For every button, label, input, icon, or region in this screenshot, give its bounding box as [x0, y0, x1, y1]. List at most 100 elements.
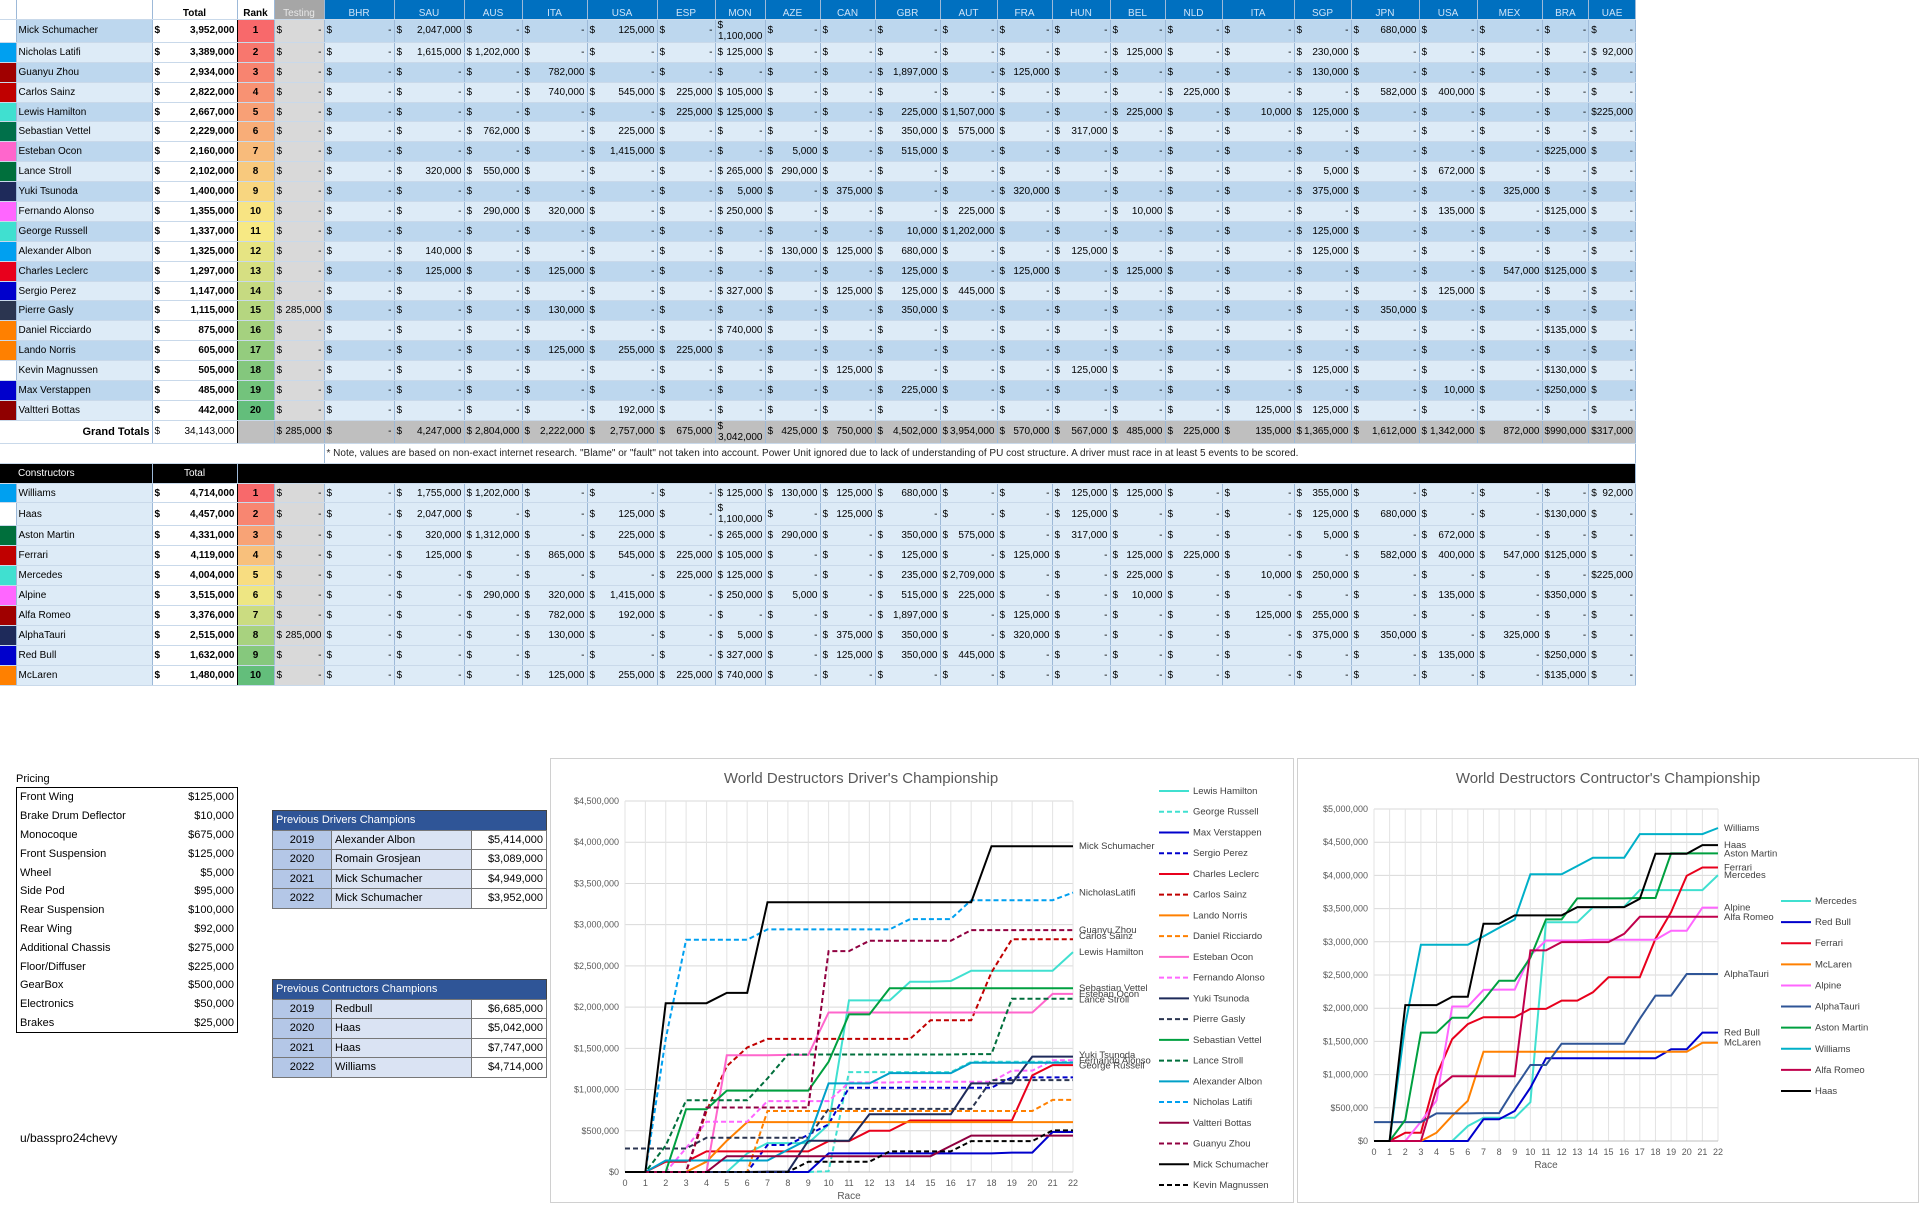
race-value: $317,000 [1052, 121, 1111, 143]
race-value: $ - [1052, 625, 1111, 646]
table-row: George Russell $1,337,000 11 $ - $ - $ - $ - $ - $ - $ -… [0, 221, 1636, 242]
race-value: $ - [1588, 181, 1636, 203]
race-value: $ - [1477, 565, 1543, 587]
race-value: $ - [522, 565, 588, 587]
race-value: $125,000 [1052, 360, 1111, 382]
chart-title: World Destructors Driver's Championship [724, 770, 998, 787]
header-race: NLD [1164, 0, 1223, 20]
race-value: $ - [464, 221, 523, 242]
race-value: $225,000 [940, 201, 998, 222]
race-value: $ - [875, 201, 941, 222]
table-row: Alfa Romeo $3,376,000 7 $ - $ - $ - $ - $782,000 $19… [0, 605, 1636, 626]
race-value: $ - [1052, 320, 1111, 342]
pricing-row: Monocoque $675,000 [17, 826, 238, 845]
legend-item: Pierre Gasly [1193, 1014, 1246, 1025]
race-value: $ - [1542, 62, 1590, 83]
race-value: $ - [820, 585, 876, 607]
race-value: $ - [1477, 19, 1543, 43]
x-tick-label: 3 [684, 1178, 689, 1188]
race-value: $125,000 [1542, 261, 1590, 282]
race-value: $ - [464, 665, 523, 686]
race-value: $ - [1351, 360, 1420, 382]
race-value: $ - [1419, 221, 1478, 242]
race-value: $ - [464, 62, 523, 83]
race-value: $ - [1351, 605, 1420, 626]
row-name: Fernando Alonso [16, 201, 153, 222]
race-value: $ - [765, 645, 821, 666]
race-value: $125,000 [997, 62, 1053, 83]
race-value: $ - [1351, 201, 1420, 222]
race-value: $ - [1542, 565, 1590, 587]
race-value: $327,000 [715, 281, 766, 302]
race-value: $325,000 [1477, 625, 1543, 646]
champion-row: 2019 Alexander Albon $5,414,000 [272, 829, 547, 850]
race-value: $125,000 [820, 281, 876, 302]
table-row: Alpine $3,515,000 6 $ - $ - $ - $290,000 $320,000 $… [0, 585, 1636, 607]
series-end-label: Alfa Romeo [1724, 912, 1774, 923]
race-value: $ - [1419, 340, 1478, 362]
x-tick-label: 22 [1068, 1178, 1078, 1188]
race-value: $10,000 [1110, 585, 1166, 607]
race-value: $ - [324, 42, 395, 63]
table-row: Williams $4,714,000 1 $ - $ - $1,755,000 $1,202,… [0, 483, 1636, 504]
race-value: $ - [587, 181, 658, 203]
race-value: $ - [464, 605, 523, 626]
row-name: Mick Schumacher [16, 19, 153, 43]
race-value: $265,000 [715, 525, 766, 547]
race-value: $ - [940, 161, 998, 183]
row-rank: 17 [237, 340, 275, 362]
part-name: Front Suspension [20, 847, 107, 860]
row-name: Kevin Magnussen [16, 360, 153, 382]
team-color-swatch [0, 161, 17, 183]
race-value: $ - [394, 605, 465, 626]
row-rank: 10 [237, 201, 275, 222]
part-name: Floor/Diffuser [20, 960, 86, 973]
series-end-label: Ferrari [1724, 862, 1752, 873]
race-value: $ - [940, 360, 998, 382]
y-tick-label: $2,500,000 [1323, 970, 1368, 980]
table-row: Daniel Ricciardo $875,000 16 $ - $ - $ - $ - $ - $ - $ -… [0, 320, 1636, 342]
champion-name: Haas [331, 1018, 472, 1039]
race-value: $550,000 [464, 161, 523, 183]
race-value: $135,000 [1419, 645, 1478, 666]
team-color-swatch [0, 400, 17, 421]
part-price: $92,000 [194, 922, 234, 935]
race-value: $ - [1052, 102, 1111, 123]
race-value: $ - [1165, 320, 1223, 342]
row-testing: $ - [274, 320, 325, 342]
race-value: $ - [1419, 181, 1478, 203]
race-value: $ - [464, 261, 523, 282]
header-race: AUS [463, 0, 523, 20]
race-value: $ - [394, 585, 465, 607]
race-value: $ - [1477, 340, 1543, 362]
legend-item: Mercedes [1815, 896, 1857, 907]
race-value: $ - [587, 360, 658, 382]
race-value: $350,000 [1351, 300, 1420, 322]
race-value: $ - [997, 645, 1053, 666]
header-race: AUT [939, 0, 998, 20]
row-testing: $ - [274, 241, 325, 262]
race-value: $ - [1477, 221, 1543, 242]
header-total: Total [152, 0, 238, 20]
part-name: Monocoque [20, 828, 78, 841]
grand-race-total: $570,000 [997, 420, 1053, 444]
row-rank: 2 [237, 502, 275, 527]
row-rank: 6 [237, 585, 275, 607]
row-testing: $ - [274, 605, 325, 626]
row-testing: $ - [274, 161, 325, 183]
part-name: Rear Wing [20, 922, 72, 935]
race-value: $ - [1222, 82, 1295, 103]
race-value: $1,202,000 [940, 221, 998, 242]
row-total: $4,714,000 [151, 483, 238, 504]
grand-race-total: $2,222,000 [522, 420, 588, 444]
race-value: $230,000 [1294, 42, 1352, 63]
race-value: $ - [820, 565, 876, 587]
race-value: $680,000 [875, 241, 941, 262]
race-value: $680,000 [875, 483, 941, 504]
race-value: $ - [657, 502, 716, 527]
race-value: $125,000 [1542, 201, 1590, 222]
race-value: $ - [522, 380, 588, 401]
table-row: Yuki Tsunoda $1,400,000 9 $ - $ - $ - $ - $ - $ - $ - $5,… [0, 181, 1636, 203]
legend-item: Alfa Romeo [1815, 1065, 1865, 1076]
race-value: $ - [997, 320, 1053, 342]
